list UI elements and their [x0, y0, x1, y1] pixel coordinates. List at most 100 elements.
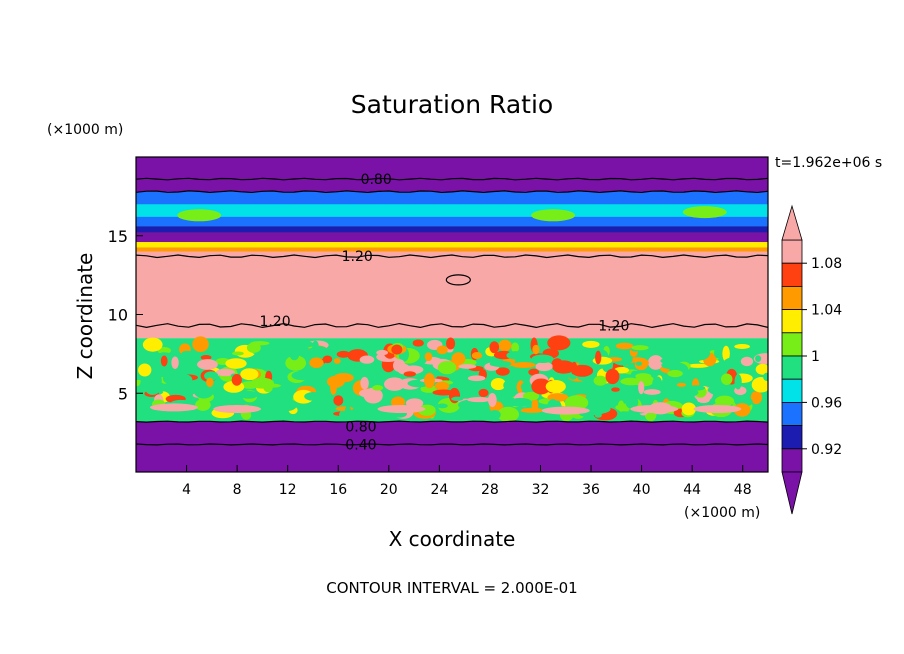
x-tick-label: 12 [279, 482, 297, 498]
field-cell [688, 345, 711, 361]
field-cell [531, 398, 539, 413]
field-cell [467, 397, 491, 403]
field-cell [528, 368, 540, 376]
field-cell [553, 396, 563, 402]
time-label: t=1.962e+06 s [775, 155, 882, 171]
field-cell [594, 394, 618, 406]
chart-title: Saturation Ratio [351, 90, 553, 119]
field-cell [750, 390, 763, 405]
field-cell [722, 345, 730, 362]
contour-line-1.20-mid [136, 322, 768, 329]
field-cell [420, 384, 437, 393]
contour-labels: 0.80 1.20 1.20 1.20 0.80 0.40 [259, 172, 629, 453]
field-cell [623, 387, 637, 397]
field-cell [291, 370, 314, 381]
field-cell [755, 355, 762, 362]
field-cell [751, 377, 768, 393]
field-cell [568, 374, 577, 380]
colorbar-level-label: 1.08 [811, 256, 842, 272]
colorbar-segment [781, 448, 803, 473]
x-tick-label: 20 [380, 482, 398, 498]
low-lens-4 [630, 405, 679, 413]
field-cell [160, 355, 168, 367]
field-cell [272, 355, 279, 370]
field-cell [763, 372, 768, 382]
field-cell [488, 409, 501, 420]
field-cell [352, 364, 366, 372]
y-tick-label: 15 [108, 227, 128, 246]
contour-line-upper-1 [136, 190, 768, 194]
field-cell [531, 378, 552, 395]
field-cell [326, 375, 345, 388]
field-cell [471, 352, 483, 360]
field-cell [755, 363, 768, 375]
field-cell [495, 367, 510, 376]
field-cell [344, 405, 352, 421]
field-cell [490, 378, 506, 391]
value-band-5 [136, 157, 768, 192]
field-cell [488, 392, 497, 408]
field-cell [181, 350, 193, 356]
field-cell [511, 361, 536, 368]
field-cell [232, 351, 244, 356]
field-cell [652, 376, 663, 392]
field-cell [240, 381, 260, 389]
contour-label-0: 0.80 [361, 172, 392, 188]
contour-label-4: 0.80 [345, 419, 376, 435]
field-cell [403, 371, 416, 377]
colorbar: 0.92 0.96 1 1.04 1.08 [781, 204, 842, 515]
field-cell [417, 350, 428, 364]
field-cell [734, 343, 750, 350]
field-cell [595, 350, 602, 365]
upper-green-patch-2 [682, 206, 727, 219]
field-cell [151, 367, 175, 378]
field-cell [508, 397, 532, 407]
field-cell [547, 335, 571, 351]
x-tick-label: 40 [633, 482, 651, 498]
field-cell [463, 412, 476, 418]
y-tick-label: 10 [108, 306, 128, 325]
field-cell [412, 339, 424, 347]
field-cell [593, 375, 608, 386]
field-cell [734, 373, 742, 390]
field-cell [376, 349, 389, 356]
colorbar-bottom-arrow [781, 471, 803, 515]
field-cell [615, 342, 634, 350]
field-cell [489, 360, 512, 367]
field-cell [240, 368, 259, 381]
contour-line-1.20-upper [136, 254, 768, 259]
x-tick-label: 32 [532, 482, 550, 498]
field-cell [631, 345, 649, 351]
field-cell [333, 395, 344, 406]
field-cell [478, 388, 489, 398]
field-cell [360, 376, 369, 390]
field-cell [246, 342, 261, 353]
field-cell [545, 379, 566, 394]
colorbar-level-label: 0.96 [811, 395, 842, 411]
field-cell [634, 360, 648, 371]
field-cell [451, 352, 466, 365]
field-cell [175, 374, 193, 386]
colorbar-segment [781, 239, 803, 264]
field-cell [302, 402, 317, 408]
y-tick-label: 5 [118, 384, 128, 403]
field-cell [434, 381, 450, 391]
field-cell [436, 345, 448, 355]
field-cell [643, 389, 661, 395]
low-lens-0 [149, 403, 198, 412]
field-cell [571, 364, 594, 377]
field-cell [535, 361, 553, 372]
colorbar-segment [781, 401, 803, 426]
field-cell [564, 395, 589, 411]
field-cell [465, 379, 477, 392]
colorbar-level-label: 1.04 [811, 303, 842, 319]
x-unit-label: (×1000 m) [684, 505, 760, 521]
field-cell [138, 363, 152, 377]
field-cell [531, 354, 554, 363]
field-cell [304, 392, 323, 401]
x-axis: 4 8 12 16 20 24 28 32 36 40 44 48 [182, 465, 752, 498]
colorbar-segment [781, 262, 803, 287]
field-cell [391, 344, 403, 355]
field-cell [522, 391, 540, 401]
field-cell [635, 361, 643, 366]
